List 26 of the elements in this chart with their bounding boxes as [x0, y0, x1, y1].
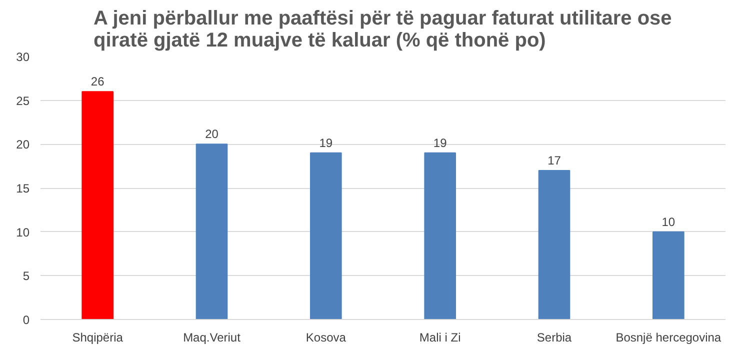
bar [310, 152, 342, 320]
data-label: 26 [90, 74, 105, 89]
x-tick-label: Maq.Veriut [183, 330, 242, 344]
chart-title: A jeni përballur me paaftësi për të paguar faturat utilitare ose qiratë gjatë 12 muajve të kaluar (% që thonë po) [93, 8, 672, 52]
data-label: 10 [662, 214, 676, 229]
data-label: 19 [433, 136, 448, 150]
bar [538, 170, 570, 320]
x-tick-label: Bosnjë hercegovina [616, 330, 722, 344]
y-tick-label: 15 [16, 182, 30, 196]
data-label: 20 [205, 127, 219, 142]
bar [82, 91, 114, 320]
bar [196, 144, 228, 320]
x-tick-label: Kosova [306, 330, 346, 344]
data-label: 19 [319, 136, 333, 150]
y-tick-label: 30 [16, 50, 30, 64]
x-tick-label: Mali i Zi [419, 330, 461, 344]
y-tick-label: 0 [22, 313, 30, 327]
y-tick-label: 20 [16, 138, 30, 152]
x-tick-label: Shqipëria [72, 330, 124, 344]
y-tick-label: 25 [16, 94, 30, 108]
x-tick-label: Serbia [536, 330, 572, 344]
data-label: 17 [548, 153, 562, 168]
y-tick-label: 5 [22, 269, 30, 284]
bar [652, 231, 684, 320]
y-tick-label: 10 [16, 225, 30, 240]
bar [424, 152, 456, 320]
